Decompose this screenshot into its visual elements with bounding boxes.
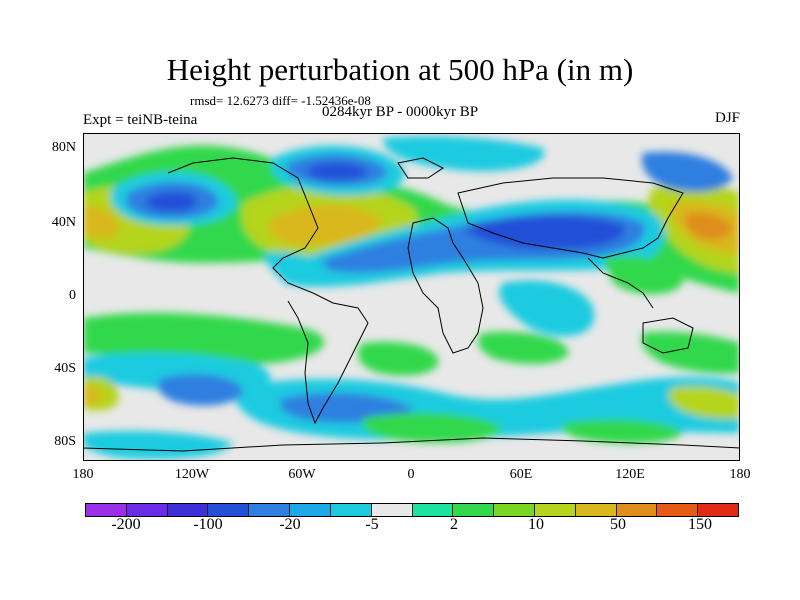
colorbar-swatch [86, 504, 127, 516]
colorbar-swatch [494, 504, 535, 516]
y-tick-label: 40S [54, 361, 76, 376]
colorbar-label: 50 [610, 516, 626, 533]
y-tick-label: 80N [51, 140, 76, 155]
colorbar-swatch [290, 504, 331, 516]
colorbar-label: -5 [365, 516, 379, 533]
season-label: DJF [714, 110, 740, 126]
colorbar-label: 10 [528, 516, 544, 533]
x-tick-label: 0 [407, 467, 415, 482]
experiment-label: Expt = teiNB-teina [83, 112, 198, 128]
coastlines [83, 157, 740, 452]
colorbar-swatch [330, 504, 372, 516]
map-panel [83, 133, 740, 461]
colorbar-swatch [698, 504, 738, 516]
y-tick-label: 40N [51, 215, 76, 230]
colorbar-swatch [657, 504, 699, 516]
colorbar-swatch [249, 504, 291, 516]
colorbar-swatch [208, 504, 250, 516]
x-tick-label: 180 [72, 467, 94, 482]
colorbar-label: -100 [193, 516, 223, 533]
x-tick-label: 60W [288, 467, 316, 482]
colorbar-swatch [575, 504, 617, 516]
colorbar-swatch [453, 504, 495, 516]
height-perturbation-map [83, 133, 740, 461]
colorbar-label: 2 [450, 516, 458, 533]
colorbar-label: -20 [279, 516, 301, 533]
stats-line: rmsd= 12.6273 diff= -1.52436e-08 [190, 93, 371, 108]
y-tick-label: 80S [54, 434, 76, 449]
colorbar [85, 503, 739, 517]
contour-fill [83, 136, 740, 460]
colorbar-swatch [616, 504, 658, 516]
colorbar-swatch [371, 504, 413, 516]
colorbar-swatch [412, 504, 454, 516]
map-title: Height perturbation at 500 hPa (in m) [166, 52, 634, 87]
x-tick-label: 60E [509, 467, 533, 482]
colorbar-label: -200 [111, 516, 141, 533]
x-tick-label: 120W [174, 467, 210, 482]
period-label: 0284kyr BP - 0000kyr BP [321, 104, 479, 120]
map-frame [83, 133, 740, 461]
colorbar-label: 150 [688, 516, 712, 533]
colorbar-swatch [534, 504, 576, 516]
y-tick-label: 0 [69, 288, 76, 303]
colorbar-swatch [126, 504, 168, 516]
colorbar-swatch [167, 504, 209, 516]
x-tick-label: 120E [615, 467, 645, 482]
x-tick-label: 180 [729, 467, 751, 482]
